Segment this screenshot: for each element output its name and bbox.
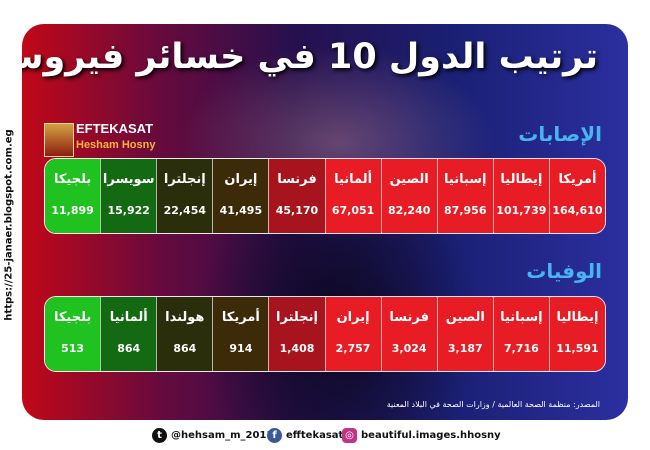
cases-value: 101,739 bbox=[496, 204, 547, 217]
country-name: بلجيكا bbox=[53, 310, 92, 325]
side-url-label: https://25-janaer.blogspot.com.eg bbox=[3, 129, 15, 321]
cases-value: 87,956 bbox=[444, 204, 487, 217]
instagram-icon: ◎ bbox=[342, 428, 357, 443]
deaths-value: 7,716 bbox=[503, 342, 539, 355]
deaths-value: 914 bbox=[229, 342, 253, 355]
logo-subtitle: Hesham Hosny bbox=[76, 139, 156, 151]
deaths-value: 3,024 bbox=[391, 342, 427, 355]
logo-portrait-icon bbox=[44, 123, 74, 157]
country-name: أمريكا bbox=[558, 172, 597, 187]
country-name: إنجلترا bbox=[163, 172, 206, 187]
country-name: إيطاليا bbox=[500, 172, 543, 187]
country-name: ألمانيا bbox=[109, 310, 148, 325]
social-item-twitter[interactable]: t @hehsam_m_2011 bbox=[152, 428, 273, 443]
infographic-panel: ترتيب الدول 10 في خسائر فيروس كورونا EFT… bbox=[22, 24, 628, 420]
cases-table: أمريكا 164,610 إيطاليا 101,739 إسبانيا 87,956… bbox=[44, 158, 606, 234]
deaths-cell: إنجلترا 1,408 bbox=[268, 297, 325, 371]
eftekasat-logo: EFTEKASAT Hesham Hosny bbox=[44, 121, 164, 161]
deaths-table: إيطاليا 11,591 إسبانيا 7,716 الصين 3,187 فرنسا… bbox=[44, 296, 606, 372]
cases-value: 45,170 bbox=[275, 204, 319, 217]
facebook-icon: f bbox=[267, 428, 282, 443]
country-name: إيران bbox=[224, 172, 258, 187]
country-name: فرنسا bbox=[277, 172, 317, 187]
deaths-value: 864 bbox=[117, 342, 141, 355]
deaths-cell: إيطاليا 11,591 bbox=[548, 297, 605, 371]
twitter-handle: @hehsam_m_2011 bbox=[171, 430, 274, 441]
country-name: إيران bbox=[336, 310, 370, 325]
deaths-cell: إسبانيا 7,716 bbox=[492, 297, 549, 371]
cases-value: 15,922 bbox=[107, 204, 150, 217]
cases-section-title: الإصابات bbox=[518, 122, 602, 146]
deaths-value: 1,408 bbox=[279, 342, 315, 355]
deaths-value: 2,757 bbox=[335, 342, 371, 355]
deaths-cell: الصين 3,187 bbox=[436, 297, 493, 371]
deaths-cell: بلجيكا 513 bbox=[45, 297, 101, 371]
cases-value: 41,495 bbox=[219, 204, 263, 217]
deaths-cell: أمريكا 914 bbox=[212, 297, 269, 371]
social-item-instagram[interactable]: ◎ beautiful.images.hhosny bbox=[342, 428, 501, 443]
country-name: إسبانيا bbox=[444, 172, 487, 187]
twitter-icon: t bbox=[152, 428, 167, 443]
cases-value: 67,051 bbox=[331, 204, 375, 217]
country-name: أمريكا bbox=[221, 310, 260, 325]
page-title: ترتيب الدول 10 في خسائر فيروس كورونا bbox=[22, 37, 598, 77]
country-name: هولندا bbox=[165, 310, 205, 325]
cases-cell: إنجلترا 22,454 bbox=[156, 159, 213, 233]
cases-cell: فرنسا 45,170 bbox=[268, 159, 325, 233]
facebook-handle: efftekasat bbox=[286, 430, 344, 441]
cases-value: 22,454 bbox=[163, 204, 207, 217]
logo-name: EFTEKASAT bbox=[76, 121, 154, 136]
cases-cell: بلجيكا 11,899 bbox=[45, 159, 101, 233]
country-name: الصين bbox=[445, 310, 485, 325]
cases-cell: أمريكا 164,610 bbox=[548, 159, 605, 233]
deaths-value: 11,591 bbox=[556, 342, 599, 355]
country-name: إنجلترا bbox=[276, 310, 318, 325]
deaths-value: 3,187 bbox=[447, 342, 483, 355]
deaths-cell: ألمانيا 864 bbox=[100, 297, 157, 371]
country-name: الصين bbox=[389, 172, 429, 187]
deaths-cell: هولندا 864 bbox=[156, 297, 213, 371]
cases-cell: الصين 82,240 bbox=[380, 159, 437, 233]
country-name: بلجيكا bbox=[53, 172, 92, 187]
cases-value: 11,899 bbox=[51, 204, 94, 217]
cases-value: 164,610 bbox=[552, 204, 603, 217]
cases-cell: إسبانيا 87,956 bbox=[436, 159, 493, 233]
cases-cell: سويسرا 15,922 bbox=[100, 159, 157, 233]
country-name: إسبانيا bbox=[500, 310, 543, 325]
cases-value: 82,240 bbox=[387, 204, 431, 217]
country-name: سويسرا bbox=[102, 172, 155, 187]
deaths-value: 864 bbox=[173, 342, 197, 355]
social-item-facebook[interactable]: f efftekasat bbox=[267, 428, 343, 443]
deaths-value: 513 bbox=[61, 342, 85, 355]
deaths-cell: فرنسا 3,024 bbox=[380, 297, 437, 371]
country-name: فرنسا bbox=[389, 310, 429, 325]
cases-cell: إيران 41,495 bbox=[212, 159, 269, 233]
country-name: ألمانيا bbox=[334, 172, 373, 187]
source-note: المصدر: منظمة الصحة العالمية / وزارات ال… bbox=[386, 400, 600, 409]
instagram-handle: beautiful.images.hhosny bbox=[361, 430, 501, 441]
deaths-section-title: الوفيات bbox=[526, 259, 602, 283]
country-name: إيطاليا bbox=[556, 310, 599, 325]
deaths-cell: إيران 2,757 bbox=[324, 297, 381, 371]
social-footer: t @hehsam_m_2011 f efftekasat ◎ beautifu… bbox=[0, 428, 650, 448]
cases-cell: إيطاليا 101,739 bbox=[492, 159, 549, 233]
cases-cell: ألمانيا 67,051 bbox=[324, 159, 381, 233]
